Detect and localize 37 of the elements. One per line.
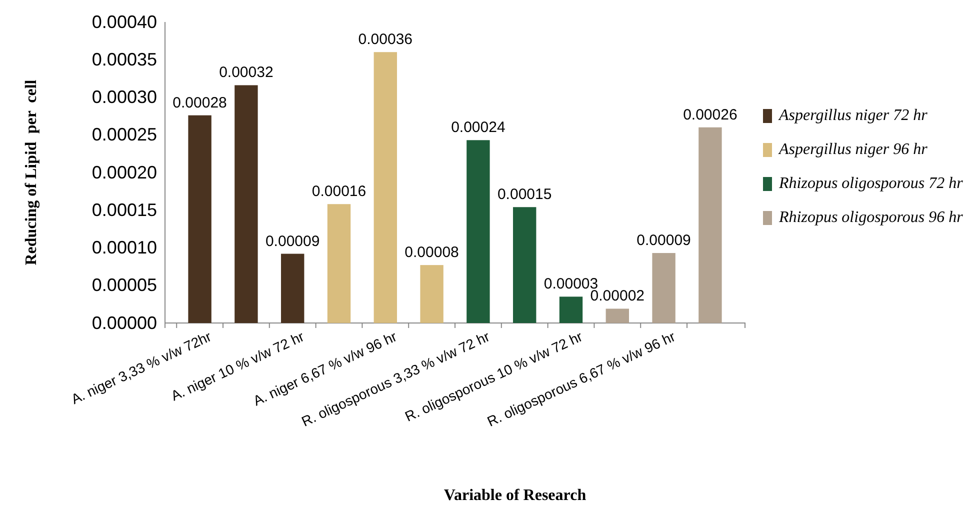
text: 0.00025 (92, 124, 157, 145)
text: 0.00035 (92, 49, 157, 70)
y-axis-title: Reducing of Lipid per cell (23, 79, 40, 266)
text: 0.00015 (92, 200, 157, 220)
bar (606, 308, 629, 323)
bar (513, 207, 536, 323)
data-label: 0.00008 (404, 244, 459, 262)
bar (466, 140, 490, 323)
legend-label: Aspergillus niger 96 hr (778, 141, 928, 158)
x-axis-title: Variable of Research (444, 487, 586, 504)
data-label: 0.00015 (497, 186, 552, 204)
data-label: 0.00032 (219, 64, 274, 82)
text: 0.00005 (92, 275, 157, 296)
data-label: 0.00016 (312, 183, 366, 200)
bar (281, 254, 304, 323)
data-label: 0.00036 (358, 31, 413, 48)
bar (698, 127, 722, 323)
text: 0.00040 (92, 12, 157, 32)
text: 0.00010 (92, 238, 157, 258)
data-label: 0.00028 (172, 94, 227, 112)
bar (327, 204, 351, 323)
bar (559, 296, 583, 323)
bar (420, 265, 444, 323)
bar (374, 52, 397, 323)
data-label: 0.00009 (265, 232, 320, 250)
data-label: 0.00009 (636, 232, 691, 250)
data-label: 0.00026 (683, 106, 738, 124)
text: 0.00000 (92, 312, 157, 333)
text: 0.00020 (92, 162, 157, 182)
legend-label: Aspergillus niger 72 hr (778, 107, 928, 124)
text: 0.00030 (92, 87, 157, 108)
bar (652, 253, 676, 323)
legend-label: Rhizopus oligosporous 72 hr (778, 175, 964, 192)
bar (234, 85, 258, 323)
legend-label: Rhizopus oligosporous 96 hr (778, 209, 964, 226)
bar (188, 115, 212, 323)
data-label: 0.00024 (451, 119, 506, 136)
